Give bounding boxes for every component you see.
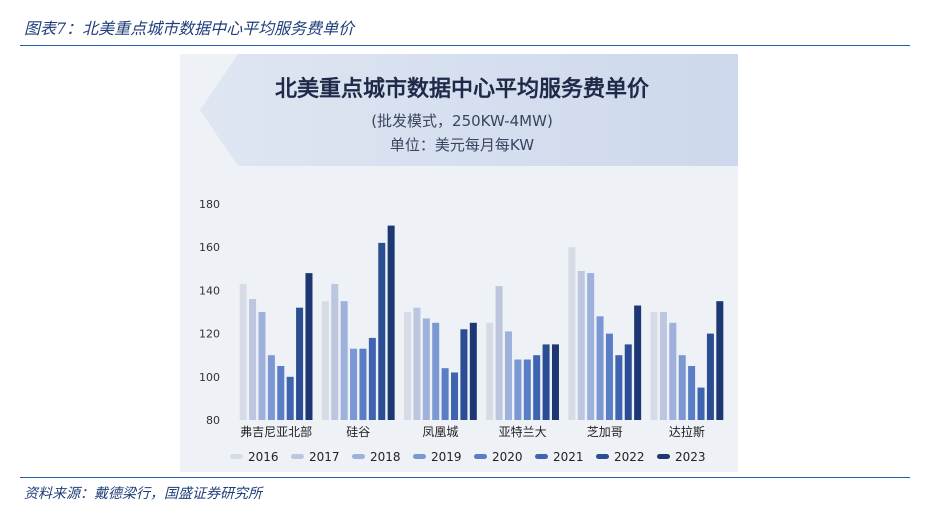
legend-swatch-2017	[291, 454, 304, 459]
bar-2018	[340, 301, 348, 420]
bottom-rule	[20, 477, 910, 478]
bar-2022	[460, 329, 468, 420]
legend: 2016 2017 2018 2019 2020 2021 2022 2023	[230, 450, 706, 464]
legend-swatch-2020	[474, 454, 487, 459]
bar-2022	[624, 344, 632, 420]
bar-2022	[296, 307, 304, 420]
y-tick-label: 80	[206, 414, 220, 427]
y-axis: 80 100 120 140 160 180	[199, 198, 220, 427]
x-category-label: 凤凰城	[422, 425, 458, 439]
legend-label-2016: 2016	[248, 450, 279, 464]
legend-label-2021: 2021	[553, 450, 584, 464]
bar-2017	[577, 270, 585, 420]
y-tick-label: 100	[199, 371, 220, 384]
bar-2021	[368, 337, 376, 420]
bar-2020	[523, 359, 531, 420]
bar-2016	[486, 322, 494, 420]
legend-label-2023: 2023	[675, 450, 706, 464]
chart-title: 北美重点城市数据中心平均服务费单价	[275, 76, 650, 102]
y-tick-label: 140	[199, 284, 220, 297]
bar-2017	[659, 312, 667, 420]
x-category-label: 弗吉尼亚北部	[240, 424, 312, 439]
bar-2017	[331, 283, 339, 420]
bars	[239, 225, 724, 420]
top-rule	[20, 45, 910, 46]
bar-2020	[605, 333, 613, 420]
chart-subtitle-1: (批发模式，250KW-4MW)	[371, 112, 553, 130]
legend-label-2020: 2020	[492, 450, 523, 464]
bar-2016	[650, 312, 658, 420]
legend-swatch-2023	[657, 454, 670, 459]
bar-2019	[267, 355, 275, 420]
bar-2017	[495, 286, 503, 420]
bar-2017	[413, 307, 421, 420]
chart-svg: 北美重点城市数据中心平均服务费单价 (批发模式，250KW-4MW) 单位：美元…	[199, 54, 738, 464]
x-category-label: 达拉斯	[669, 424, 705, 439]
y-tick-label: 180	[199, 198, 220, 211]
chart-panel: 北美重点城市数据中心平均服务费单价 (批发模式，250KW-4MW) 单位：美元…	[180, 54, 738, 472]
legend-swatch-2022	[596, 454, 609, 459]
bar-2023	[716, 301, 724, 420]
legend-label-2017: 2017	[309, 450, 340, 464]
bar-2022	[542, 344, 550, 420]
title-banner	[200, 54, 738, 166]
x-category-label: 亚特兰大	[499, 424, 547, 439]
bar-2023	[551, 344, 559, 420]
bar-2019	[514, 359, 522, 420]
y-tick-label: 160	[199, 241, 220, 254]
bar-2022	[706, 333, 714, 420]
bar-2021	[533, 355, 541, 420]
legend-swatch-2018	[352, 454, 365, 459]
bar-2016	[239, 283, 247, 420]
bar-2016	[404, 312, 412, 420]
legend-label-2018: 2018	[370, 450, 401, 464]
legend-swatch-2016	[230, 454, 243, 459]
bar-2018	[422, 318, 430, 420]
legend-label-2019: 2019	[431, 450, 462, 464]
bar-2021	[615, 355, 623, 420]
legend-swatch-2019	[413, 454, 426, 459]
bar-2023	[305, 273, 313, 420]
bar-2020	[359, 348, 367, 420]
bar-2023	[469, 322, 477, 420]
bar-2019	[350, 348, 358, 420]
bar-2018	[504, 331, 512, 420]
bar-2018	[587, 273, 595, 420]
x-axis: 弗吉尼亚北部 硅谷 凤凰城 亚特兰大 芝加哥 达拉斯	[240, 424, 705, 439]
bar-2020	[441, 368, 449, 420]
legend-label-2022: 2022	[614, 450, 645, 464]
bar-2018	[258, 312, 266, 420]
legend-swatch-2021	[535, 454, 548, 459]
bar-2020	[277, 366, 285, 420]
bar-2021	[451, 372, 459, 420]
bar-2016	[568, 247, 576, 420]
bar-2019	[432, 322, 440, 420]
source-note: 资料来源：戴德梁行，国盛证券研究所	[24, 486, 262, 502]
x-category-label: 芝加哥	[587, 424, 623, 439]
bar-2021	[286, 376, 294, 420]
bar-2018	[669, 322, 677, 420]
figure-title: 图表7：北美重点城市数据中心平均服务费单价	[24, 19, 355, 38]
bar-2021	[697, 387, 705, 420]
bar-2016	[321, 301, 329, 420]
y-tick-label: 120	[199, 328, 220, 341]
bar-2023	[387, 225, 395, 420]
bar-2023	[634, 305, 642, 420]
bar-2019	[678, 355, 686, 420]
x-category-label: 硅谷	[346, 425, 370, 439]
bar-2022	[378, 242, 386, 420]
bar-2017	[249, 299, 257, 420]
bar-2019	[596, 316, 604, 420]
bar-2020	[688, 366, 696, 420]
chart-subtitle-2: 单位：美元每月每KW	[390, 136, 534, 154]
